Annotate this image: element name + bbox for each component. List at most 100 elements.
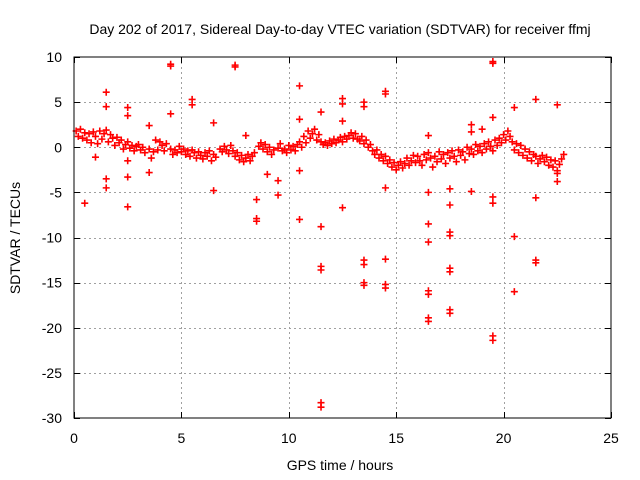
data-point-marker: [283, 149, 291, 157]
y-tick-label: -5: [50, 184, 63, 200]
data-point-marker: [89, 128, 97, 136]
data-point-marker: [317, 266, 325, 274]
data-point-marker: [489, 113, 497, 121]
data-point-marker: [130, 147, 138, 155]
data-point-marker: [485, 138, 493, 146]
data-point-marker: [446, 201, 454, 209]
data-point-marker: [79, 134, 87, 142]
data-point-marker: [424, 188, 432, 196]
data-point-marker: [416, 157, 424, 165]
data-point-marker: [154, 146, 162, 154]
data-point-marker: [291, 147, 299, 155]
data-point-marker: [553, 101, 561, 109]
data-point-marker: [339, 204, 346, 212]
data-point-marker: [102, 175, 110, 183]
data-point-marker: [336, 133, 344, 141]
data-point-marker: [429, 163, 437, 171]
data-point-marker: [480, 140, 488, 148]
data-point-marker: [238, 151, 246, 159]
data-point-marker: [339, 100, 346, 108]
data-point-marker: [188, 101, 196, 109]
data-point-marker: [369, 147, 377, 155]
data-point-marker: [145, 145, 153, 153]
data-point-marker: [235, 156, 243, 164]
data-point-marker: [379, 157, 387, 165]
x-tick-label: 15: [388, 430, 404, 446]
data-point-marker: [512, 140, 520, 148]
y-tick-label: -10: [42, 230, 62, 246]
data-point-marker: [182, 150, 190, 158]
x-tick-label: 20: [496, 430, 512, 446]
data-point-marker: [296, 215, 304, 223]
data-point-marker: [360, 261, 368, 269]
data-point-marker: [439, 150, 447, 158]
data-point-marker: [111, 141, 119, 149]
data-point-marker: [532, 194, 540, 202]
data-point-marker: [263, 170, 271, 178]
data-point-marker: [424, 317, 432, 325]
data-point-marker: [396, 158, 404, 166]
data-point-marker: [311, 125, 319, 133]
data-point-marker: [147, 154, 155, 162]
data-point-marker: [457, 151, 465, 159]
data-point-marker: [298, 143, 306, 151]
data-point-marker: [534, 159, 542, 167]
data-point-marker: [502, 136, 510, 144]
data-point-marker: [500, 131, 508, 139]
data-point-marker: [467, 187, 475, 195]
data-point-marker: [175, 142, 183, 150]
data-point-marker: [296, 115, 304, 123]
data-point-marker: [525, 148, 533, 156]
data-point-marker: [124, 173, 132, 181]
data-point-marker: [210, 187, 218, 195]
data-point-marker: [261, 141, 269, 149]
data-point-marker: [497, 139, 505, 147]
data-point-marker: [102, 88, 110, 96]
data-point-marker: [409, 151, 417, 159]
data-point-marker: [317, 403, 325, 411]
data-point-marker: [81, 199, 89, 207]
data-point-marker: [399, 164, 407, 172]
data-point-marker: [450, 152, 458, 160]
data-point-marker: [102, 126, 110, 134]
data-point-marker: [160, 147, 168, 155]
data-point-marker: [360, 140, 368, 148]
data-point-marker: [489, 193, 497, 201]
data-point-marker: [119, 145, 127, 153]
data-point-marker: [523, 154, 531, 162]
data-point-marker: [134, 141, 142, 149]
data-point-marker: [304, 127, 312, 135]
data-point-marker: [274, 191, 282, 199]
data-point-marker: [248, 152, 256, 160]
data-point-marker: [124, 138, 132, 146]
data-point-marker: [381, 152, 389, 160]
data-point-marker: [149, 148, 157, 156]
data-point-marker: [377, 150, 385, 158]
data-point-marker: [296, 138, 304, 146]
data-point-marker: [442, 159, 450, 167]
data-point-marker: [510, 288, 518, 296]
data-point-marker: [91, 132, 99, 140]
data-point-marker: [85, 130, 93, 138]
data-point-marker: [250, 149, 258, 157]
y-axis-label: SDTVAR / TECUs: [7, 182, 23, 294]
data-point-marker: [358, 132, 366, 140]
data-point-marker: [519, 151, 527, 159]
y-tick-label: 5: [54, 94, 62, 110]
data-point-marker: [422, 156, 430, 164]
data-point-marker: [265, 143, 273, 151]
data-point-marker: [452, 158, 460, 166]
data-point-marker: [96, 127, 104, 135]
data-point-marker: [371, 150, 379, 158]
data-point-marker: [339, 138, 346, 146]
data-point-marker: [124, 104, 132, 112]
data-point-marker: [87, 139, 95, 147]
data-point-marker: [203, 152, 211, 160]
data-point-marker: [414, 152, 422, 160]
data-point-marker: [201, 149, 209, 157]
data-point-marker: [227, 141, 235, 149]
data-point-marker: [317, 223, 325, 231]
data-point-marker: [553, 178, 561, 186]
data-point-marker: [560, 150, 568, 158]
data-point-marker: [81, 129, 89, 137]
